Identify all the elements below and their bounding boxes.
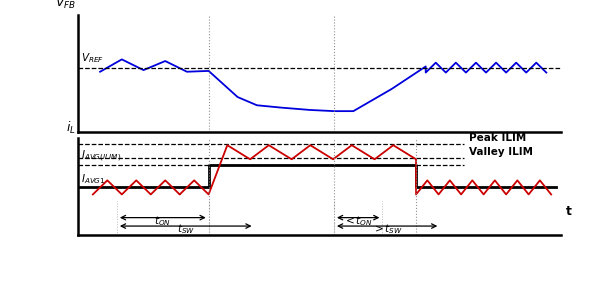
Text: $t_{ON}$: $t_{ON}$ [154,214,171,228]
Text: $< t_{ON}$: $< t_{ON}$ [343,214,373,228]
Text: $V_{REF}$: $V_{REF}$ [81,51,104,65]
Text: $> t_{SW}$: $> t_{SW}$ [371,223,403,236]
Text: t: t [566,205,572,218]
Text: $t_{SW}$: $t_{SW}$ [177,223,195,236]
Text: $I_{AVG(ILIM)}$: $I_{AVG(ILIM)}$ [81,148,121,164]
Text: Valley ILIM: Valley ILIM [469,147,533,157]
Text: $V_{FB}$: $V_{FB}$ [55,0,76,11]
Text: $I_{AVG1}$: $I_{AVG1}$ [81,173,106,186]
Text: Peak ILIM: Peak ILIM [469,133,526,143]
Text: $i_L$: $i_L$ [66,120,76,136]
